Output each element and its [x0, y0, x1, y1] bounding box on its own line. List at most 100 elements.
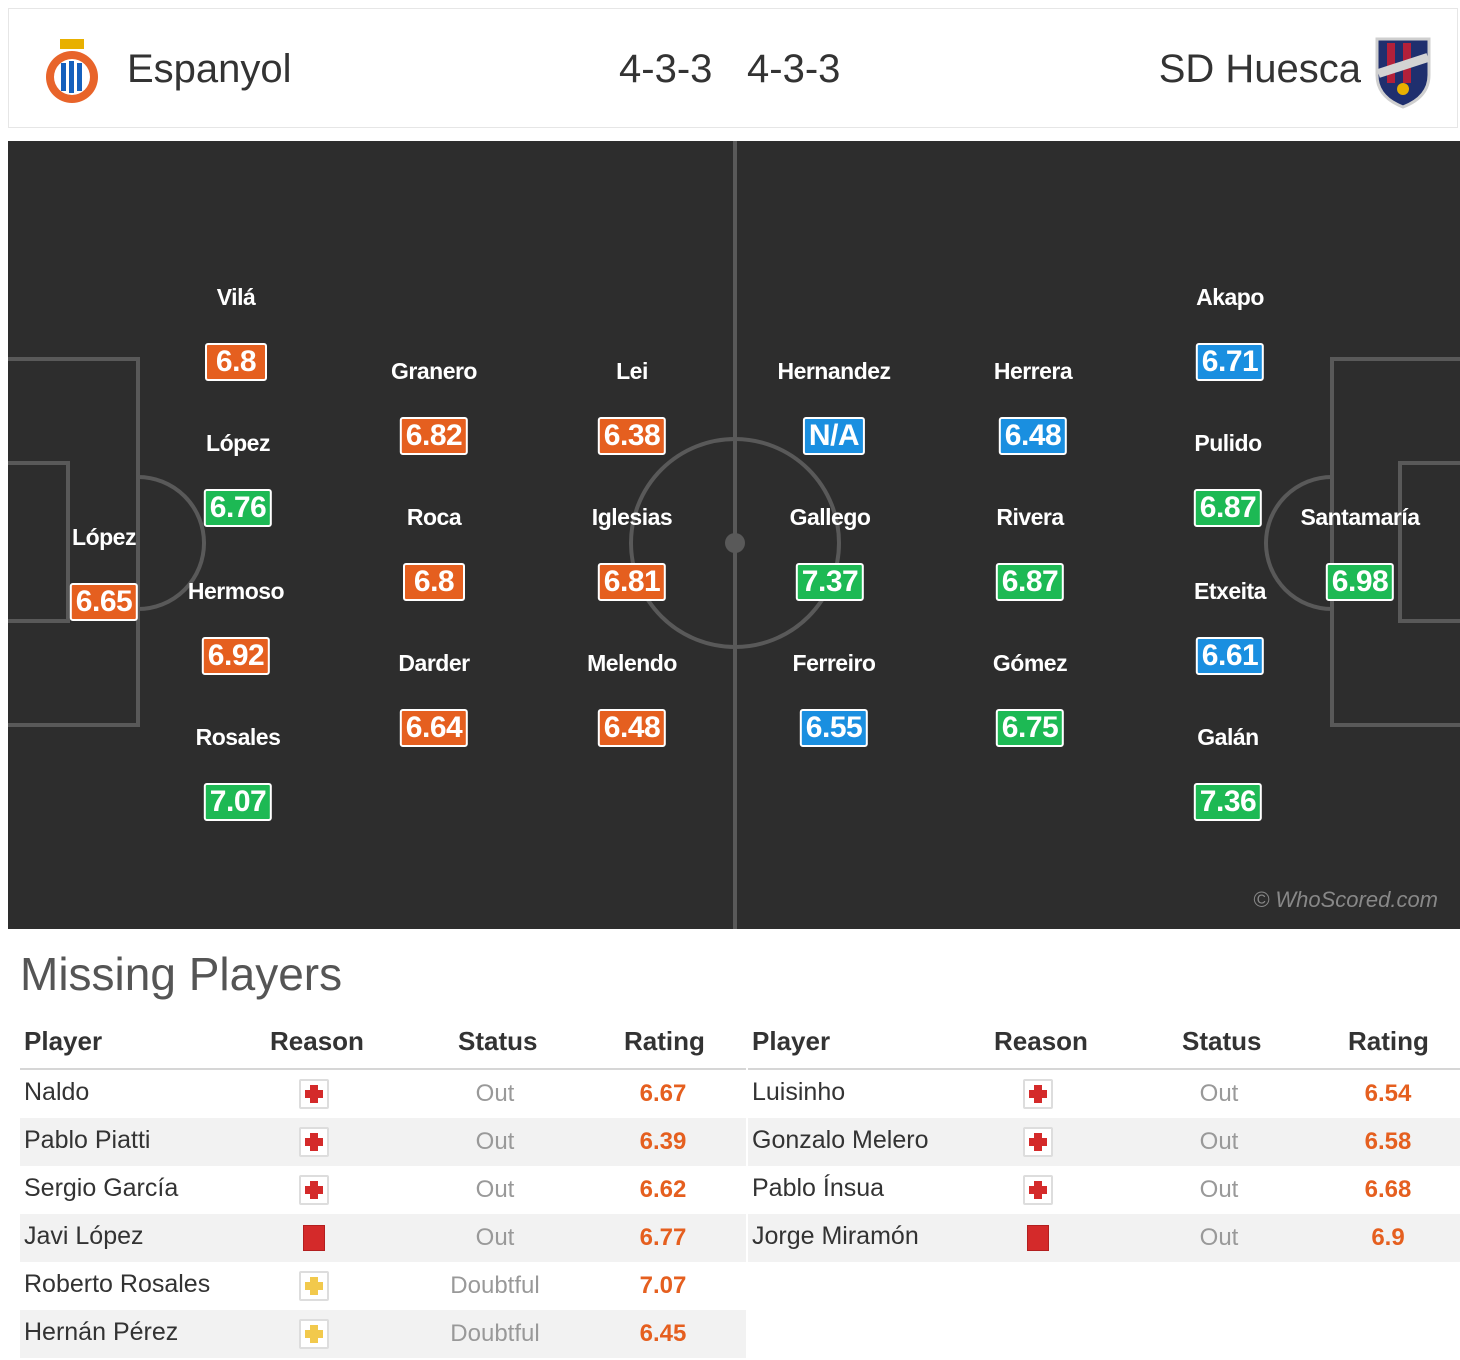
- missing-status: Out: [475, 1128, 515, 1155]
- player-name[interactable]: López: [206, 430, 270, 456]
- missing-reason: [1023, 1079, 1053, 1109]
- player-name[interactable]: Rosales: [195, 724, 281, 750]
- missing-player-name[interactable]: Naldo: [24, 1078, 90, 1106]
- injury-icon[interactable]: [299, 1127, 329, 1157]
- missing-status: Doubtful: [450, 1320, 540, 1347]
- table-row: Gonzalo Melero Out 6.58: [748, 1118, 1460, 1166]
- injury-icon[interactable]: [1023, 1079, 1053, 1109]
- espanyol-crest-icon[interactable]: [43, 37, 101, 109]
- missing-player-name[interactable]: Pablo Ínsua: [752, 1174, 885, 1202]
- player-rating: 6.8: [205, 343, 267, 381]
- missing-reason: [1023, 1223, 1053, 1253]
- player-name[interactable]: Akapo: [1196, 284, 1264, 310]
- player-name[interactable]: Iglesias: [591, 504, 673, 530]
- table-row: Luisinho Out 6.54: [748, 1070, 1460, 1118]
- col-player[interactable]: Player: [24, 1026, 103, 1056]
- player-rating: 6.38: [597, 417, 667, 455]
- away-missing-table: Player Reason Status Rating Luisinho Out 6…: [748, 1020, 1460, 1262]
- missing-reason: [1023, 1175, 1053, 1205]
- player-name[interactable]: Pulido: [1194, 430, 1262, 456]
- col-rating[interactable]: Rating: [1348, 1026, 1429, 1056]
- missing-rating: 6.54: [1364, 1080, 1412, 1107]
- red-card-icon[interactable]: [299, 1225, 329, 1251]
- missing-player-name[interactable]: Gonzalo Melero: [752, 1126, 929, 1154]
- player-rating: 6.81: [597, 563, 667, 601]
- missing-player-name[interactable]: Sergio García: [24, 1174, 179, 1202]
- missing-reason: [299, 1271, 329, 1301]
- whoscored-watermark: © WhoScored.com: [1253, 887, 1438, 912]
- player-name[interactable]: Galán: [1197, 724, 1259, 750]
- table-row: Pablo Ínsua Out 6.68: [748, 1166, 1460, 1214]
- missing-rating: 6.58: [1364, 1128, 1412, 1155]
- missing-rating: 6.62: [639, 1176, 687, 1203]
- player-rating: 6.48: [998, 417, 1068, 455]
- missing-reason: [1023, 1127, 1053, 1157]
- doubtful-icon[interactable]: [299, 1319, 329, 1349]
- injury-icon[interactable]: [299, 1079, 329, 1109]
- player-name[interactable]: Hernandez: [777, 358, 891, 384]
- player-name[interactable]: Gómez: [992, 650, 1068, 676]
- table-row: Roberto Rosales Doubtful 7.07: [20, 1262, 746, 1310]
- missing-player-name[interactable]: Jorge Miramón: [752, 1222, 919, 1250]
- player-name[interactable]: Herrera: [993, 358, 1073, 384]
- player-name[interactable]: Granero: [391, 358, 477, 384]
- col-rating[interactable]: Rating: [624, 1026, 705, 1056]
- player-rating: 6.76: [203, 489, 273, 527]
- missing-players-title: Missing Players: [20, 948, 343, 1000]
- missing-rating: 7.07: [639, 1272, 687, 1299]
- missing-player-name[interactable]: Pablo Piatti: [24, 1126, 151, 1154]
- player-name[interactable]: Melendo: [587, 650, 677, 676]
- player-name[interactable]: Roca: [406, 504, 462, 530]
- col-status[interactable]: Status: [458, 1026, 538, 1056]
- player-name[interactable]: Gallego: [789, 504, 871, 530]
- missing-status: Out: [475, 1080, 515, 1107]
- player-name[interactable]: Vilá: [216, 284, 256, 310]
- col-status[interactable]: Status: [1182, 1026, 1262, 1056]
- missing-reason: [299, 1223, 329, 1253]
- missing-reason: [299, 1175, 329, 1205]
- player-rating: N/A: [802, 417, 866, 455]
- player-rating: 6.55: [799, 709, 869, 747]
- home-missing-table: Player Reason Status Rating Naldo Out 6.67…: [20, 1020, 746, 1358]
- player-rating: 6.48: [597, 709, 667, 747]
- player-name[interactable]: Ferreiro: [792, 650, 876, 676]
- injury-icon[interactable]: [1023, 1127, 1053, 1157]
- player-rating: 6.75: [995, 709, 1065, 747]
- player-name[interactable]: López: [72, 524, 136, 550]
- home-team-name[interactable]: Espanyol: [127, 47, 292, 91]
- table-row: Sergio García Out 6.62: [20, 1166, 746, 1214]
- player-rating: 6.64: [399, 709, 469, 747]
- player-name[interactable]: Darder: [398, 650, 470, 676]
- missing-reason: [299, 1127, 329, 1157]
- missing-status: Out: [475, 1224, 515, 1251]
- table-row: Javi López Out 6.77: [20, 1214, 746, 1262]
- away-team-name[interactable]: SD Huesca: [1158, 47, 1361, 91]
- injury-icon[interactable]: [299, 1175, 329, 1205]
- missing-status: Out: [1199, 1176, 1239, 1203]
- table-header: Player Reason Status Rating: [748, 1020, 1460, 1070]
- player-name[interactable]: Santamaría: [1300, 504, 1420, 530]
- match-header: Espanyol 4-3-3 4-3-3 SD Huesca: [8, 8, 1458, 128]
- player-name[interactable]: Rivera: [996, 504, 1064, 530]
- table-header: Player Reason Status Rating: [20, 1020, 746, 1070]
- player-name[interactable]: Hermoso: [187, 578, 285, 604]
- player-rating: 6.65: [69, 583, 139, 621]
- pitch-lines: [8, 141, 1460, 929]
- red-card-icon[interactable]: [1023, 1225, 1053, 1251]
- col-reason[interactable]: Reason: [270, 1026, 364, 1056]
- player-name[interactable]: Lei: [616, 358, 648, 384]
- missing-rating: 6.39: [639, 1128, 687, 1155]
- missing-player-name[interactable]: Roberto Rosales: [24, 1270, 211, 1298]
- lineup-pitch: López 6.65 Vilá 6.8 López 6.76 Hermoso 6.92 Rosa…: [8, 141, 1460, 929]
- doubtful-icon[interactable]: [299, 1271, 329, 1301]
- huesca-crest-icon[interactable]: [1373, 35, 1433, 109]
- missing-player-name[interactable]: Javi López: [24, 1222, 144, 1250]
- missing-player-name[interactable]: Luisinho: [752, 1078, 846, 1106]
- injury-icon[interactable]: [1023, 1175, 1053, 1205]
- missing-rating: 6.77: [639, 1224, 687, 1251]
- col-player[interactable]: Player: [752, 1026, 831, 1056]
- player-name[interactable]: Etxeita: [1194, 578, 1266, 604]
- player-rating: 6.87: [995, 563, 1065, 601]
- missing-player-name[interactable]: Hernán Pérez: [24, 1318, 179, 1346]
- col-reason[interactable]: Reason: [994, 1026, 1088, 1056]
